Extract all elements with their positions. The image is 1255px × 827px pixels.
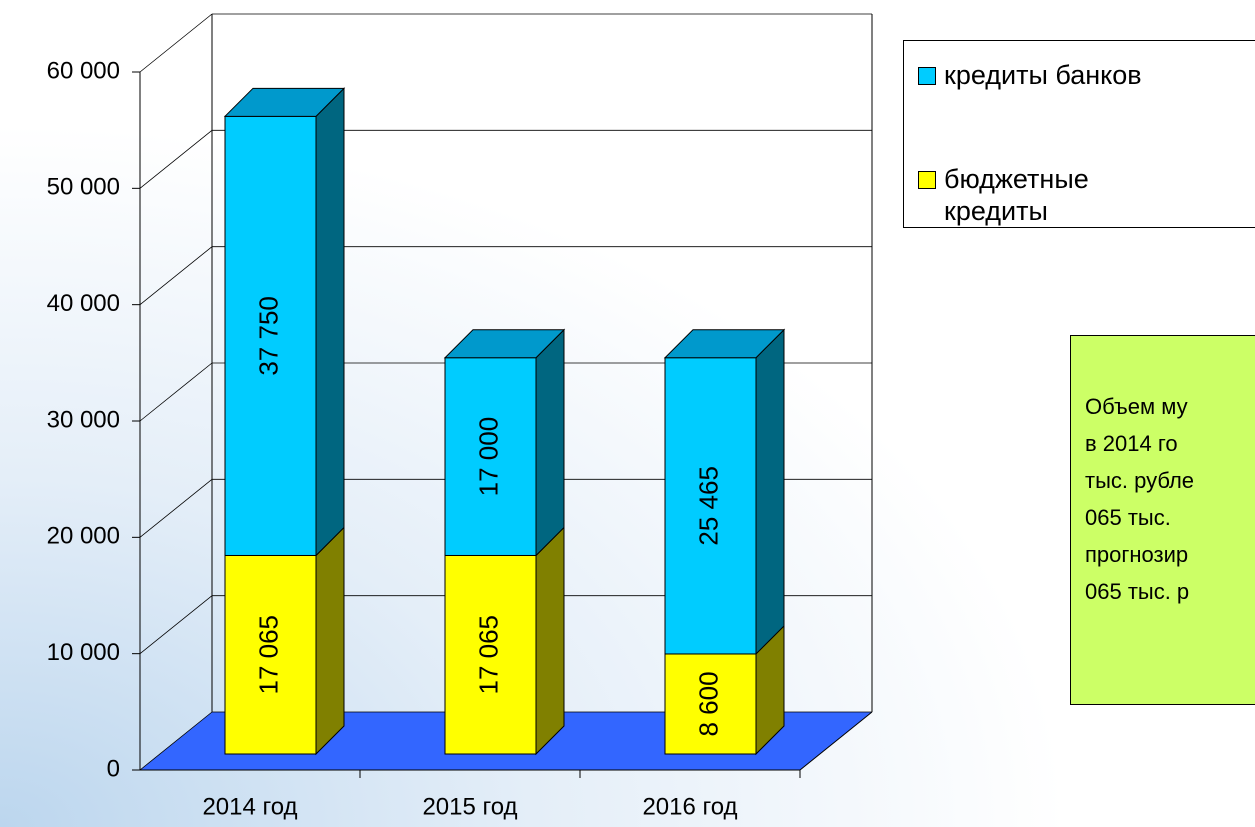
- floor-edge: [799, 711, 873, 771]
- y-tick-label: 50 000: [47, 174, 120, 201]
- y-tick-label: 30 000: [47, 406, 120, 433]
- bar-side: [315, 87, 345, 557]
- bar: [224, 554, 317, 755]
- legend-entry: кредиты банков: [918, 59, 1144, 91]
- bar: [664, 653, 757, 755]
- bar-side: [315, 526, 345, 756]
- bar: [444, 554, 537, 755]
- y-tick-label: 20 000: [47, 523, 120, 550]
- value-label: 25 465: [693, 466, 723, 546]
- bar: [444, 357, 537, 556]
- grid-line: [139, 479, 213, 538]
- value-label: 17 000: [473, 417, 503, 497]
- annotation-line: тыс. рубле: [1085, 468, 1195, 493]
- bar: [664, 357, 757, 655]
- annotation-line: Объем му: [1085, 394, 1188, 419]
- bar-side: [535, 526, 565, 756]
- legend-label: кредиты банков: [944, 60, 1142, 90]
- legend: кредиты банков бюджетные кредиты: [903, 40, 1255, 228]
- bar: [224, 115, 317, 556]
- x-tick-label: 2014 год: [202, 793, 297, 820]
- annotation-line: прогнозир: [1085, 542, 1189, 567]
- bar-top: [663, 329, 786, 359]
- grid-line: [139, 711, 213, 771]
- grid-line: [139, 246, 213, 305]
- annotation-box: Объем му в 2014 го тыс. рубле 065 тыс. прогн…: [1070, 335, 1255, 705]
- value-label: 17 065: [253, 615, 283, 695]
- grid-line: [139, 13, 213, 73]
- bar-top: [443, 329, 566, 359]
- value-label: 17 065: [473, 615, 503, 695]
- y-tick-label: 10 000: [47, 639, 120, 666]
- grid-line: [139, 130, 213, 189]
- y-tick-label: 40 000: [47, 290, 120, 317]
- annotation-line: в 2014 го: [1085, 431, 1178, 456]
- grid-line: [139, 595, 213, 654]
- legend-swatch: [918, 67, 936, 85]
- value-label: 37 750: [253, 296, 283, 376]
- bar-side: [755, 328, 785, 656]
- bar-side: [535, 328, 565, 557]
- x-tick-label: 2016 год: [642, 793, 737, 820]
- annotation-line: 065 тыс. р: [1085, 579, 1190, 604]
- x-tick-label: 2015 год: [422, 793, 517, 820]
- bar-top: [223, 87, 346, 117]
- y-tick-label: 0: [107, 755, 120, 782]
- value-label: 8 600: [693, 671, 723, 736]
- legend-swatch: [918, 171, 936, 189]
- legend-label: бюджетные кредиты: [944, 164, 1089, 226]
- annotation-line: 065 тыс.: [1085, 505, 1171, 530]
- grid-line: [139, 362, 213, 422]
- legend-entry: бюджетные кредиты: [918, 163, 1144, 227]
- y-tick-label: 60 000: [47, 57, 120, 84]
